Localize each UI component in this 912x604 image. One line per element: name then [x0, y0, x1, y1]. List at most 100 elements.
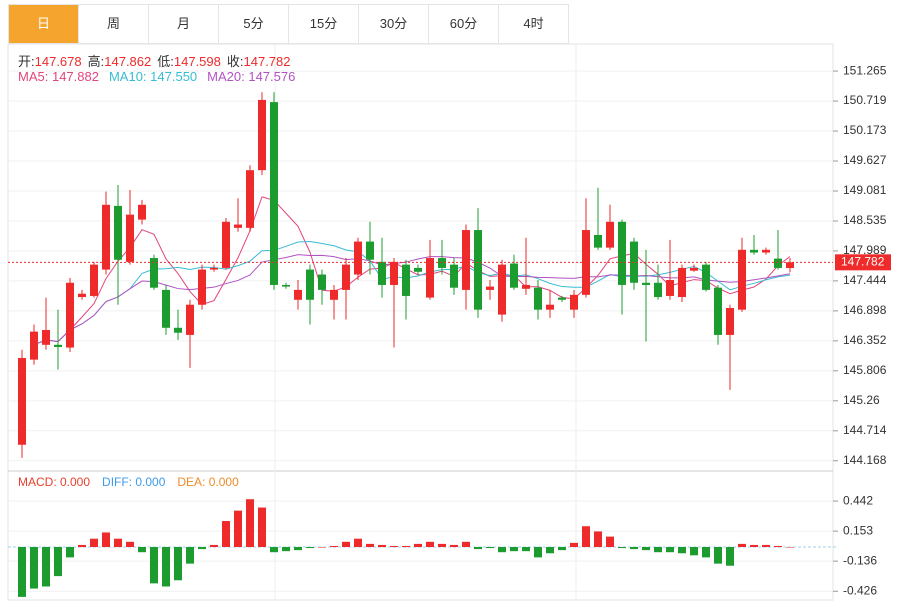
macd-bar: [342, 541, 350, 548]
period-tab[interactable]: 5分: [219, 5, 289, 43]
candle-body: [138, 204, 146, 220]
y-tick-label: 0.153: [843, 523, 873, 537]
candle-body: [78, 293, 86, 298]
candle-body: [594, 234, 602, 248]
macd-legend-item: DIFF: 0.000: [102, 475, 166, 489]
candle-body: [510, 263, 518, 288]
macd-bar: [354, 538, 362, 548]
macd-bar: [726, 547, 734, 566]
macd-bar: [222, 521, 230, 548]
y-tick-label: -0.426: [843, 583, 877, 597]
macd-bar: [78, 544, 86, 548]
ma-value: 147.882: [51, 69, 99, 84]
last-price-label: 147.782: [841, 255, 885, 269]
macd-bar: [786, 547, 794, 548]
macd-bar: [762, 544, 770, 548]
candle-body: [486, 286, 494, 290]
candle-body: [426, 258, 434, 298]
macd-bar: [30, 547, 38, 589]
candle-body: [198, 269, 206, 305]
candle-body: [126, 214, 134, 262]
macd-bar: [570, 542, 578, 548]
period-tab[interactable]: 30分: [359, 5, 429, 43]
last-price-box: [835, 254, 891, 271]
y-tick-label: 147.989: [843, 243, 887, 257]
macd-bar: [306, 547, 314, 549]
candle-body: [678, 267, 686, 298]
macd-bar: [546, 547, 554, 554]
macd-bar: [606, 536, 614, 548]
ma-line: [33, 241, 791, 346]
y-tick-label: 148.535: [843, 213, 887, 227]
candle-body: [738, 249, 746, 310]
candle-body: [534, 287, 542, 310]
macd-bar: [318, 547, 326, 548]
candle-body: [342, 264, 350, 290]
macd-bar: [366, 543, 374, 548]
macd-bar: [378, 544, 386, 548]
candle-body: [714, 287, 722, 335]
candle-body: [186, 304, 194, 335]
candle-body: [366, 241, 374, 260]
candle-body: [42, 329, 50, 345]
candle-body: [606, 221, 614, 248]
y-tick-label: 144.714: [843, 423, 887, 437]
candle-body: [498, 264, 506, 315]
candle-body: [54, 344, 62, 348]
candle-body: [66, 282, 74, 348]
period-tabs: 日周月 5分 15分 30分 60分 4时: [8, 4, 569, 44]
macd-bar: [750, 544, 758, 548]
macd-bar: [678, 547, 686, 554]
macd-bar: [114, 538, 122, 548]
macd-bar: [450, 544, 458, 548]
candle-body: [774, 258, 782, 268]
info-label: 开:: [18, 54, 35, 69]
macd-bar: [558, 547, 566, 551]
y-tick-label: 0.442: [843, 493, 873, 507]
period-tab[interactable]: 15分: [289, 5, 359, 43]
candle-body: [174, 327, 182, 333]
macd-bar: [90, 538, 98, 548]
candle-body: [666, 280, 674, 296]
macd-bar: [414, 543, 422, 548]
candle-body: [546, 304, 554, 310]
info-label: 高:: [87, 54, 105, 69]
candle-body: [282, 284, 290, 287]
info-value: 147.782: [243, 54, 291, 69]
macd-bar: [174, 547, 182, 581]
period-tab[interactable]: 周: [79, 5, 149, 43]
candle-body: [150, 258, 158, 288]
macd-bar: [618, 547, 626, 549]
candle-body: [306, 269, 314, 300]
candle-body: [294, 289, 302, 300]
macd-bar: [138, 547, 146, 553]
period-tab[interactable]: 60分: [429, 5, 499, 43]
candle-body: [390, 261, 398, 285]
macd-bar: [642, 547, 650, 551]
candle-body: [354, 241, 362, 275]
y-tick-label: 149.627: [843, 153, 887, 167]
candle-body: [522, 284, 530, 289]
candle-body: [102, 204, 110, 270]
candle-body: [654, 282, 662, 298]
info-label: 收:: [226, 54, 244, 69]
macd-bar: [438, 543, 446, 548]
y-tick-label: -0.136: [843, 553, 877, 567]
macd-bar: [690, 547, 698, 556]
candle-body: [474, 230, 482, 310]
period-tab[interactable]: 日: [9, 5, 79, 43]
macd-bar: [162, 547, 170, 587]
ma-value: 147.576: [248, 69, 296, 84]
ohlc-info: 开:147.678 高:147.862 低:147.598 收:147.782: [18, 51, 297, 70]
ma-label: MA10:: [108, 69, 151, 84]
y-tick-label: 147.444: [843, 273, 887, 287]
macd-bar: [486, 547, 494, 549]
period-tab[interactable]: 月: [149, 5, 219, 43]
macd-bar: [330, 545, 338, 548]
macd-bar: [510, 547, 518, 552]
candle-body: [402, 264, 410, 296]
candle-body: [642, 282, 650, 285]
period-tab[interactable]: 4时: [499, 5, 569, 43]
macd-bar: [198, 547, 206, 550]
macd-bar: [258, 507, 266, 548]
